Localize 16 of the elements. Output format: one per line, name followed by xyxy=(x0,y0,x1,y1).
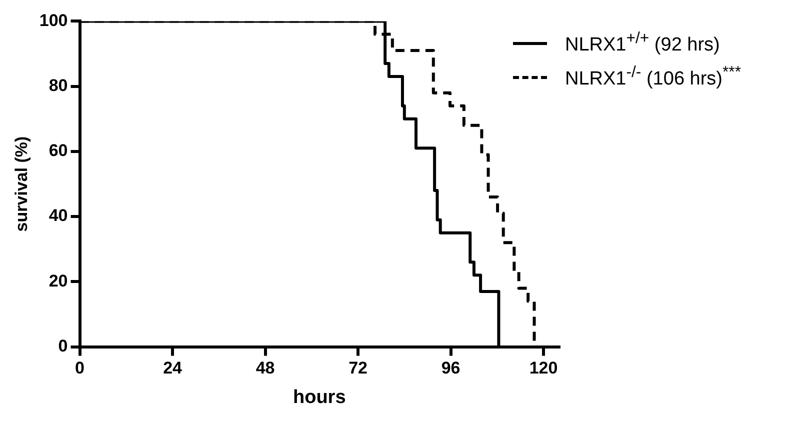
x-tick-label: 48 xyxy=(256,358,275,378)
y-axis-title: survival (%) xyxy=(12,136,31,232)
legend-label: NLRX1$^{+/+}$ (92 hrs) xyxy=(565,30,720,56)
legend-label: NLRX1$^{-/-}$ (106 hrs)$^{***}$ xyxy=(565,64,741,90)
y-tick-label: 100 xyxy=(39,10,68,30)
x-tick-label: 24 xyxy=(163,358,183,378)
y-tick-label: 20 xyxy=(48,271,68,290)
y-tick-label: 60 xyxy=(48,141,68,160)
x-tick-label: 120 xyxy=(529,358,558,378)
y-tick-label: 40 xyxy=(48,206,68,226)
x-tick-label: 72 xyxy=(348,358,368,378)
x-tick-label: 0 xyxy=(75,358,84,378)
x-tick-label: 96 xyxy=(441,358,460,378)
y-tick-label: 0 xyxy=(58,336,68,356)
x-axis-title: hours xyxy=(292,386,346,408)
y-tick-label: 80 xyxy=(48,76,68,96)
